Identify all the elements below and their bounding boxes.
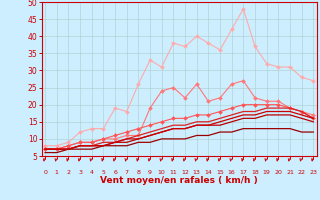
X-axis label: Vent moyen/en rafales ( km/h ): Vent moyen/en rafales ( km/h ) (100, 176, 258, 185)
